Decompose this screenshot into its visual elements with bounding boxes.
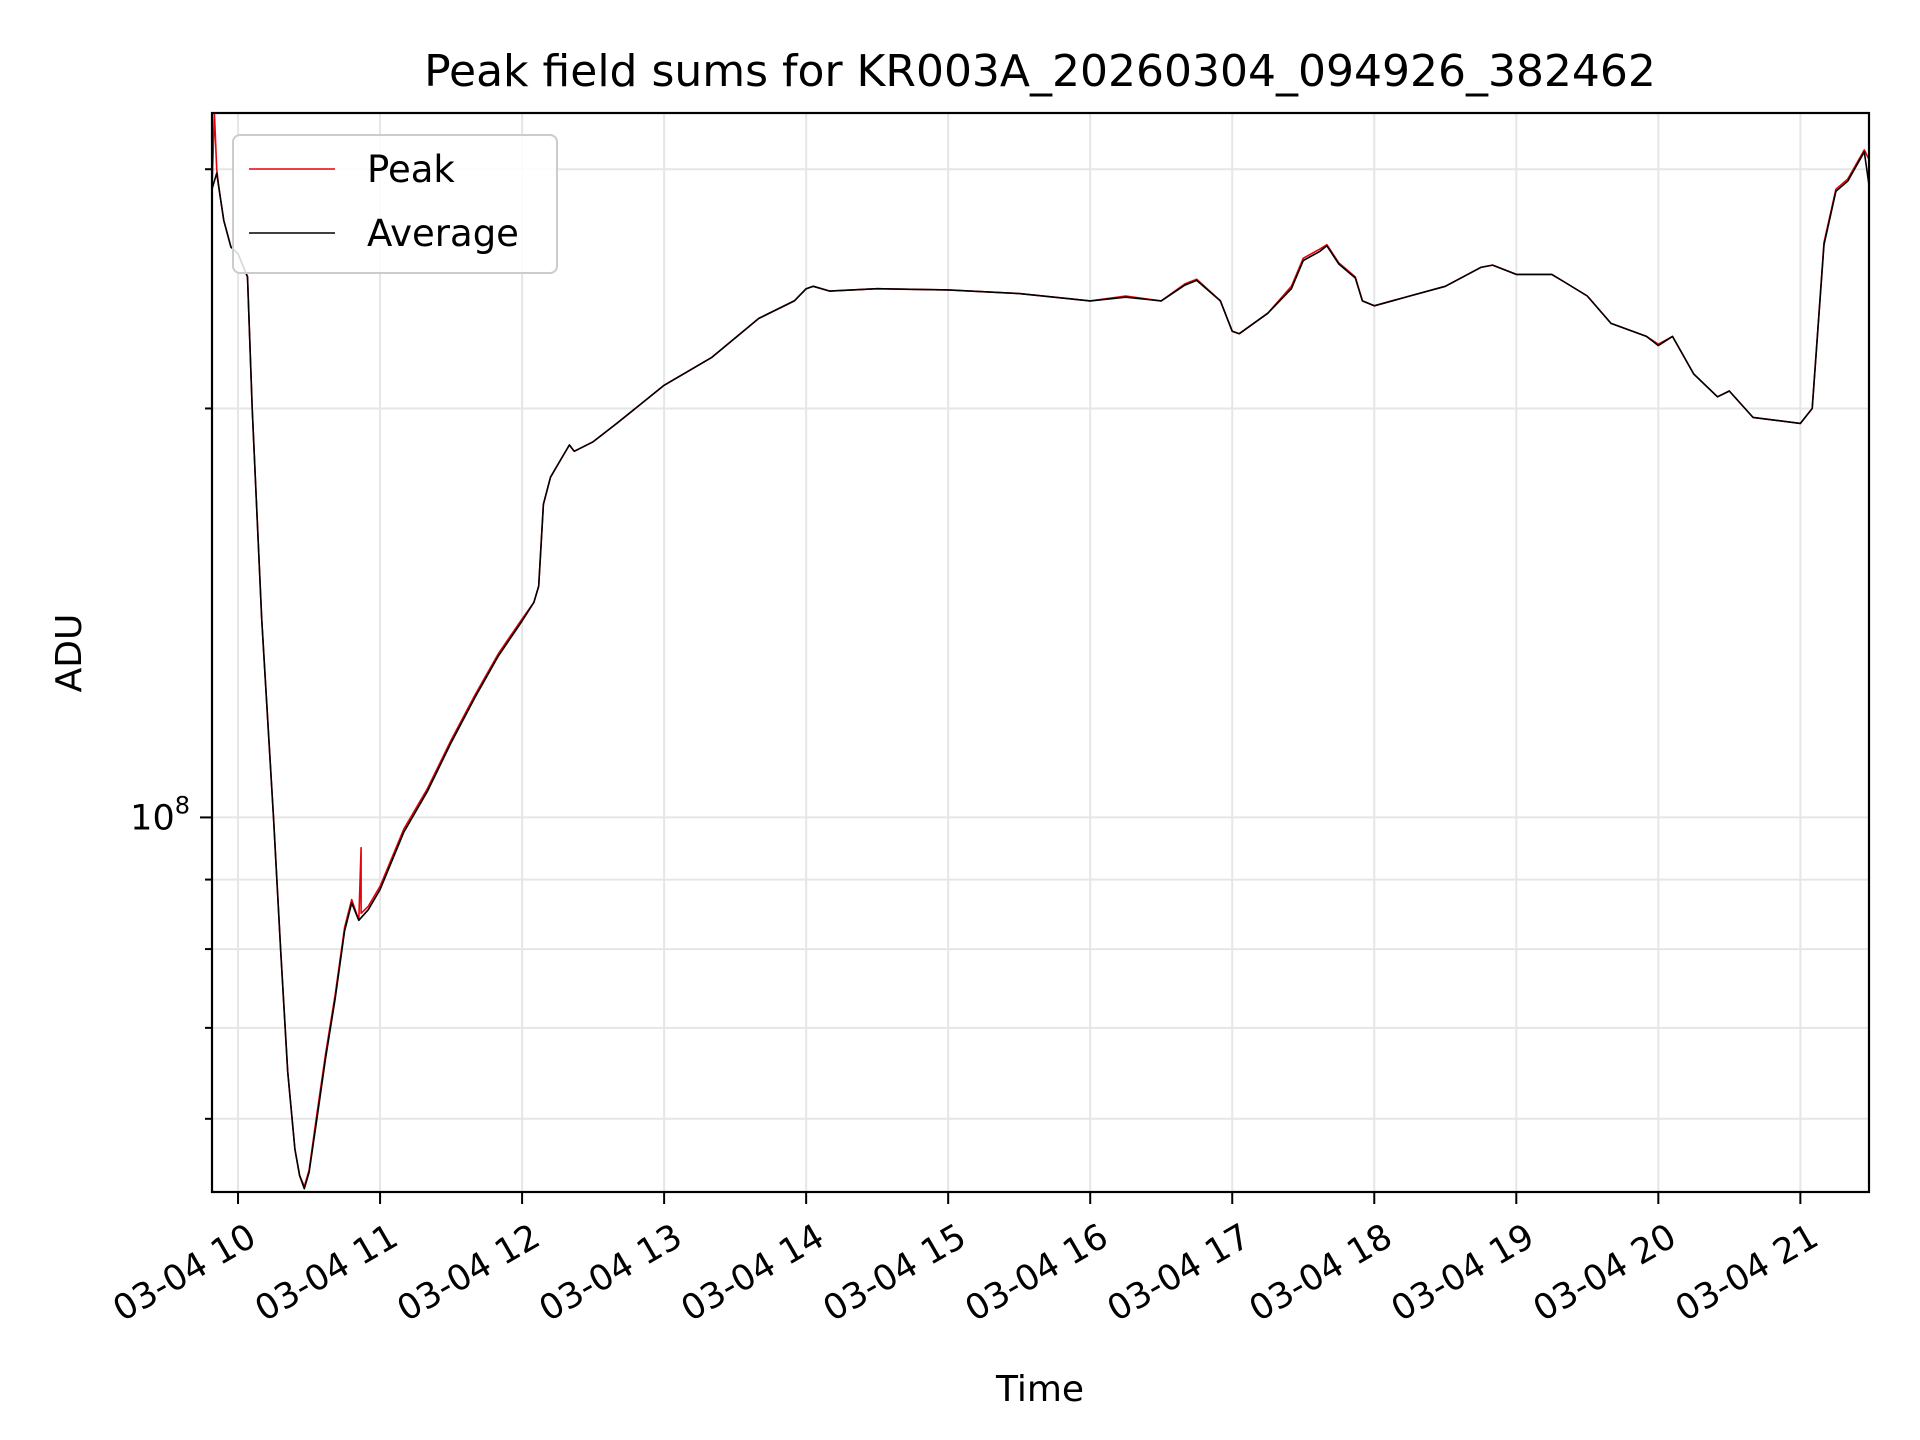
chart-title: Peak field sums for KR003A_20260304_0949… [424,46,1656,97]
x-axis-label: Time [995,1369,1084,1410]
plot-series [211,112,1870,1190]
legend-label-peak: Peak [367,148,455,191]
y-axis-label: ADU [49,614,90,693]
y-tick-label: 108 [130,791,190,838]
axes-frame [210,111,1871,1194]
legend: Peak Average [232,134,558,274]
series-line-average [211,151,1870,1190]
legend-label-average: Average [367,212,519,255]
grid-lines [212,113,1869,1192]
